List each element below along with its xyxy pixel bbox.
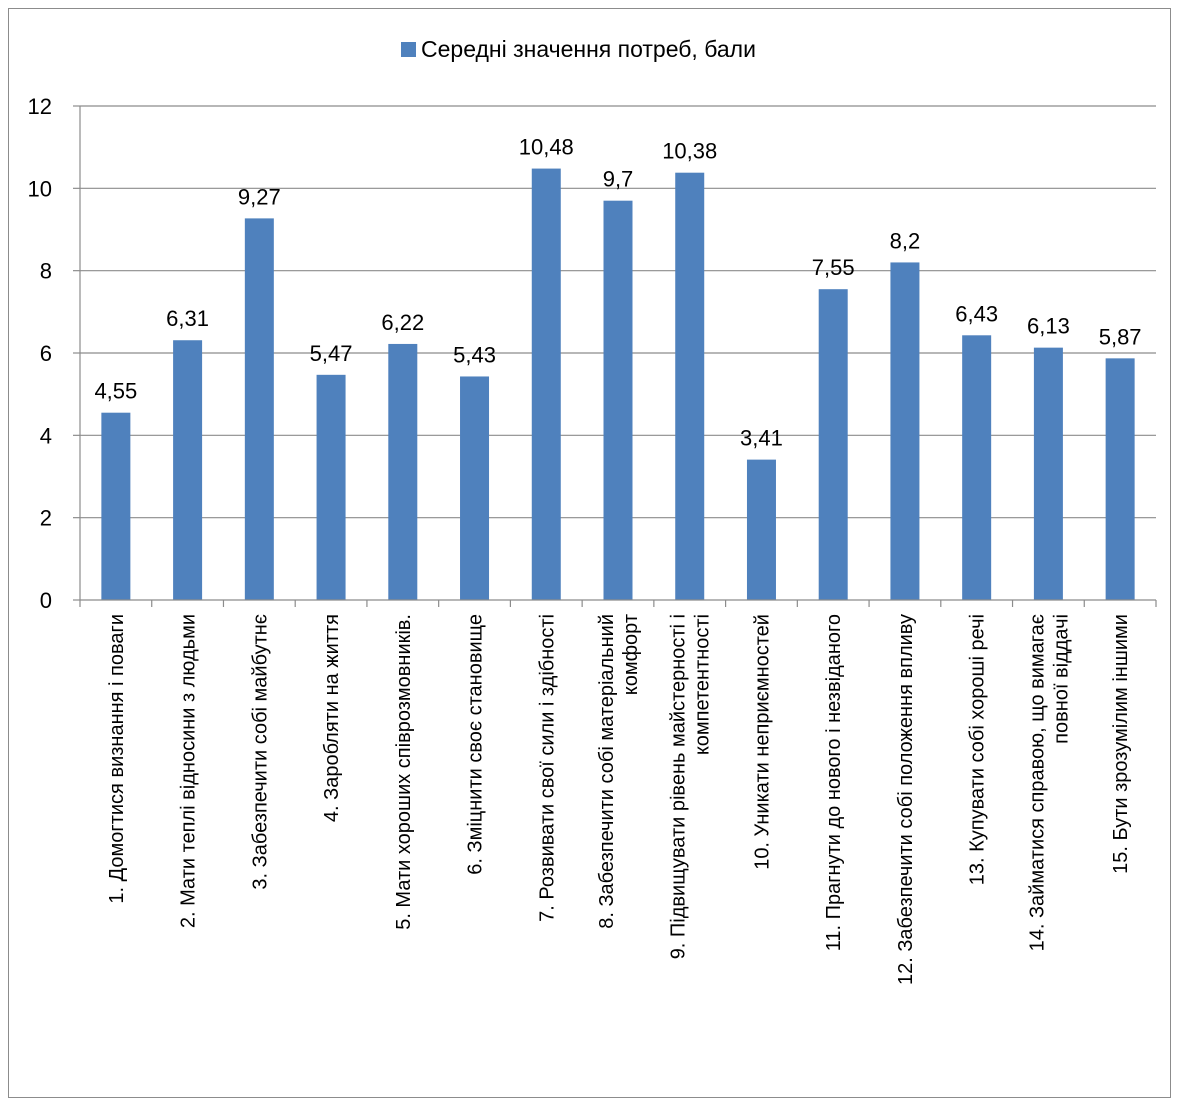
legend-swatch	[401, 42, 416, 57]
category-label: компетентності	[692, 614, 714, 755]
bar	[818, 289, 848, 600]
y-tick-label: 12	[28, 94, 52, 119]
data-label: 5,87	[1099, 324, 1142, 349]
data-label: 9,27	[238, 184, 281, 209]
bar	[1033, 347, 1063, 600]
category-label: 7. Розвивати свої сили і здібності	[536, 614, 558, 922]
data-label: 10,48	[519, 135, 574, 160]
category-label: повної віддачі	[1050, 614, 1072, 744]
category-label: 2. Мати теплі відносини з людьми	[178, 614, 200, 928]
legend: Середні значення потреб, бали	[401, 36, 756, 62]
bar	[316, 374, 346, 600]
category-label: комфорт	[620, 614, 642, 695]
data-label: 10,38	[662, 139, 717, 164]
data-label: 8,2	[890, 228, 921, 253]
category-label: 13. Купувати собі хороші речі	[967, 614, 989, 885]
bar	[603, 200, 633, 600]
category-label: 3. Забезпечити собі майбутнє	[249, 614, 271, 890]
bar	[962, 335, 992, 600]
bar	[531, 168, 561, 600]
bar	[244, 218, 274, 600]
category-label: 4. Заробляти на життя	[321, 614, 343, 822]
data-label: 3,41	[740, 426, 783, 451]
data-label: 4,55	[94, 379, 137, 404]
y-axis-tick-labels: 0 2 4 6 8 10 12	[28, 94, 52, 613]
y-tick-label: 8	[40, 259, 52, 284]
data-labels: 4,55 6,31 9,27 5,47 6,22 5,43 10,48 9,7 10,38 3,4…	[94, 135, 1141, 451]
y-tick-label: 10	[28, 176, 52, 201]
data-label: 6,31	[166, 306, 209, 331]
data-label: 5,47	[310, 341, 353, 366]
category-label: 14. Займатися справою, що вимагає	[1026, 614, 1048, 951]
y-tick-label: 0	[40, 588, 52, 613]
axes	[79, 106, 1157, 607]
category-label: 12. Забезпечити собі положення впливу	[895, 614, 917, 985]
legend-label: Середні значення потреб, бали	[421, 36, 756, 62]
category-label: 8. Забезпечити собі матеріальний	[596, 614, 618, 929]
y-tick-label: 2	[40, 506, 52, 531]
bar	[101, 412, 131, 600]
category-label: 5. Мати хороших співрозмовників.	[393, 614, 415, 930]
category-label: 15. Бути зрозумілим іншими	[1110, 614, 1132, 874]
data-label: 9,7	[603, 167, 634, 192]
data-label: 6,13	[1027, 314, 1070, 339]
bar	[890, 262, 920, 600]
category-label: 11. Прагнути до нового і незвіданого	[823, 614, 845, 951]
y-tick-label: 4	[40, 423, 52, 448]
y-tick-label: 6	[40, 341, 52, 366]
category-label: 9. Підвищувати рівень майстерності і	[668, 614, 690, 959]
bar	[1105, 358, 1135, 600]
data-label: 5,43	[453, 342, 496, 367]
bars	[101, 168, 1135, 600]
bar	[746, 459, 776, 600]
x-axis-category-labels: 1. Домогтися визнання і поваги 2. Мати те…	[106, 614, 1132, 985]
data-label: 7,55	[812, 255, 855, 280]
data-label: 6,22	[381, 310, 424, 335]
bar	[173, 340, 203, 600]
bar	[388, 343, 418, 600]
category-label: 6. Зміцнити своє становище	[465, 614, 487, 875]
bar	[460, 376, 490, 600]
category-label: 1. Домогтися визнання і поваги	[106, 614, 128, 904]
bar	[675, 172, 705, 600]
data-label: 6,43	[955, 301, 998, 326]
category-label: 10. Уникати неприємностей	[751, 614, 773, 870]
